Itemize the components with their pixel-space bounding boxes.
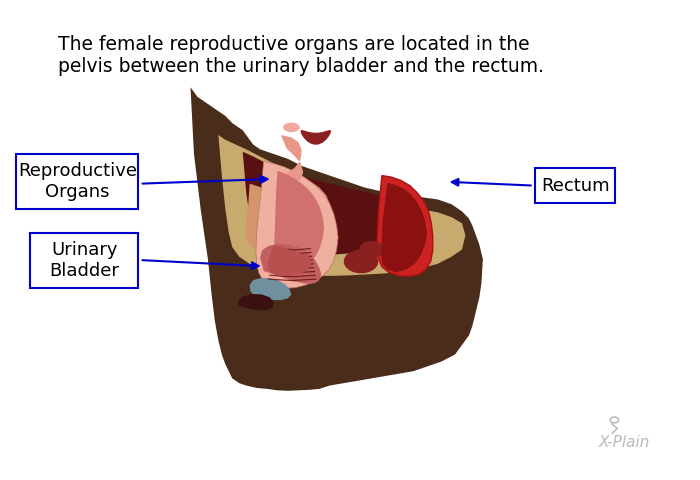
Text: X-Plain: X-Plain [598,435,650,450]
Polygon shape [377,176,433,276]
Polygon shape [263,164,337,284]
Polygon shape [274,171,324,272]
Polygon shape [246,184,291,250]
Text: The female reproductive organs are located in the
pelvis between the urinary bla: The female reproductive organs are locat… [58,35,545,76]
Polygon shape [359,241,384,258]
Polygon shape [284,122,300,132]
Text: Urinary
Bladder: Urinary Bladder [50,241,119,280]
Polygon shape [260,244,321,284]
Polygon shape [218,135,466,276]
Polygon shape [344,250,379,274]
Text: Rectum: Rectum [541,177,610,194]
Polygon shape [382,183,427,273]
Polygon shape [243,152,420,254]
Polygon shape [300,130,331,145]
FancyBboxPatch shape [535,168,615,203]
FancyBboxPatch shape [30,233,139,288]
Text: Reproductive
Organs: Reproductive Organs [18,162,137,201]
Polygon shape [238,294,274,310]
Polygon shape [250,278,291,300]
Polygon shape [268,245,312,276]
Polygon shape [190,87,483,391]
Polygon shape [281,135,303,182]
Polygon shape [256,161,338,288]
FancyBboxPatch shape [17,154,139,209]
